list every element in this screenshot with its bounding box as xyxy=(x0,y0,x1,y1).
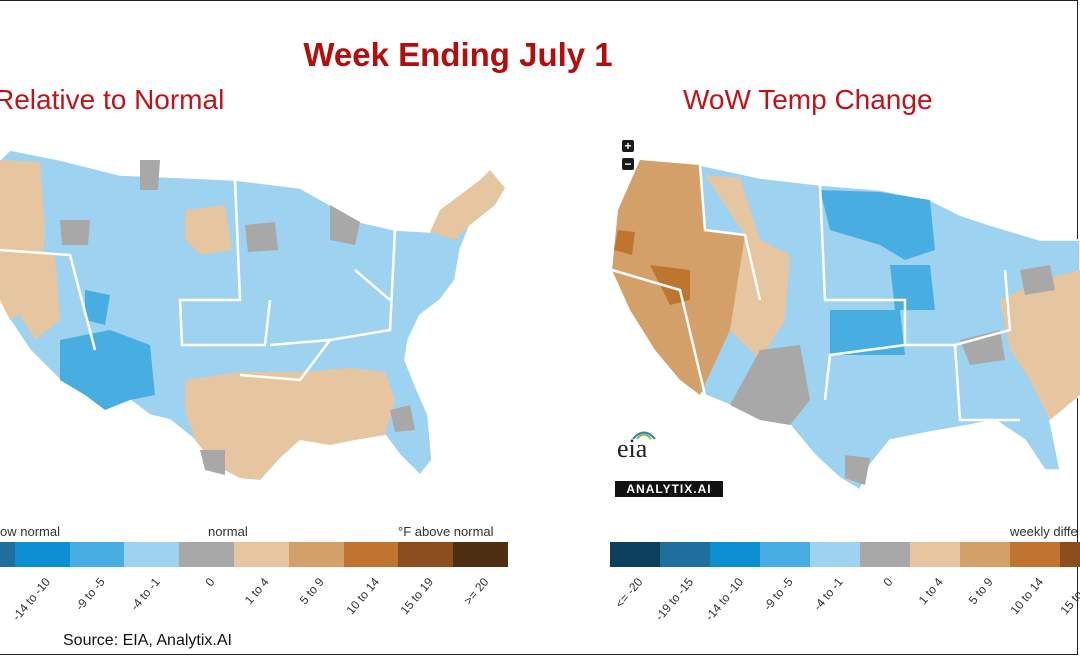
right-gray-3 xyxy=(960,330,1005,365)
left-gray-1 xyxy=(140,160,160,190)
right-oregon-hot xyxy=(614,230,635,255)
right-legend-swatch xyxy=(1010,542,1060,567)
left-legend-below-label: ow normal xyxy=(0,524,60,539)
left-gray-4 xyxy=(200,450,225,475)
right-midwest-cool xyxy=(820,190,935,260)
left-legend-swatch xyxy=(233,542,289,567)
right-east-warm xyxy=(1000,270,1080,420)
left-legend-swatch xyxy=(343,542,399,567)
right-legend-swatch xyxy=(960,542,1010,567)
left-legend-swatch xyxy=(14,542,70,567)
left-northeast-warm xyxy=(430,170,505,240)
left-south-warm xyxy=(185,368,395,480)
left-utah-cool xyxy=(85,290,110,325)
right-legend-swatch xyxy=(760,542,810,567)
zoom-in-button[interactable]: + xyxy=(622,140,634,152)
left-legend-swatch xyxy=(453,542,508,567)
right-legend-swatch xyxy=(810,542,860,567)
analytix-logo: ANALYTIX.AI xyxy=(615,481,723,497)
right-region-borders xyxy=(611,164,1020,422)
left-us-map xyxy=(0,149,506,481)
right-legend-label: weekly diffe xyxy=(1010,524,1078,539)
left-legend-swatch xyxy=(398,542,454,567)
left-nevada-warm xyxy=(10,250,60,340)
left-legend-normal-label: normal xyxy=(208,524,248,539)
right-legend-swatch xyxy=(1060,542,1080,567)
right-legend-swatch xyxy=(860,542,910,567)
zoom-out-button[interactable]: − xyxy=(622,158,634,170)
left-legend-swatch xyxy=(124,542,180,567)
main-title: Week Ending July 1 xyxy=(303,36,613,73)
left-plains-warm xyxy=(185,205,232,255)
left-legend-swatch xyxy=(69,542,125,567)
right-legend-swatch xyxy=(910,542,960,567)
right-legend-swatch xyxy=(660,542,710,567)
left-legend-above-label: °F above normal xyxy=(398,524,494,539)
source-caption: Source: EIA, Analytix.AI xyxy=(63,632,232,649)
right-interior-warm xyxy=(705,175,790,360)
left-legend-swatch xyxy=(288,542,344,567)
left-region-borders xyxy=(0,179,397,382)
right-gray-1 xyxy=(730,345,810,425)
left-panel-title: Relative to Normal xyxy=(0,84,225,115)
left-southwest-cool xyxy=(60,330,155,410)
right-panel-title: WoW Temp Change xyxy=(683,84,933,115)
left-legend-swatch xyxy=(0,542,15,567)
left-gray-5 xyxy=(390,405,415,432)
right-iowa-cool xyxy=(890,265,935,310)
left-gray-6 xyxy=(60,220,90,245)
eia-logo-arc-icon xyxy=(632,431,656,440)
right-us-map xyxy=(611,159,1080,492)
left-legend-bar xyxy=(0,542,508,567)
right-kansas-cool xyxy=(830,310,905,355)
right-gray-2 xyxy=(845,455,870,485)
left-legend-swatch xyxy=(179,542,234,567)
right-gray-4 xyxy=(1020,265,1055,295)
left-gray-3 xyxy=(330,205,360,245)
right-legend-swatch xyxy=(610,542,660,567)
eia-logo: eia xyxy=(617,434,648,463)
right-legend-bar xyxy=(610,542,1080,567)
left-gray-2 xyxy=(245,222,278,252)
right-legend-swatch xyxy=(710,542,760,567)
